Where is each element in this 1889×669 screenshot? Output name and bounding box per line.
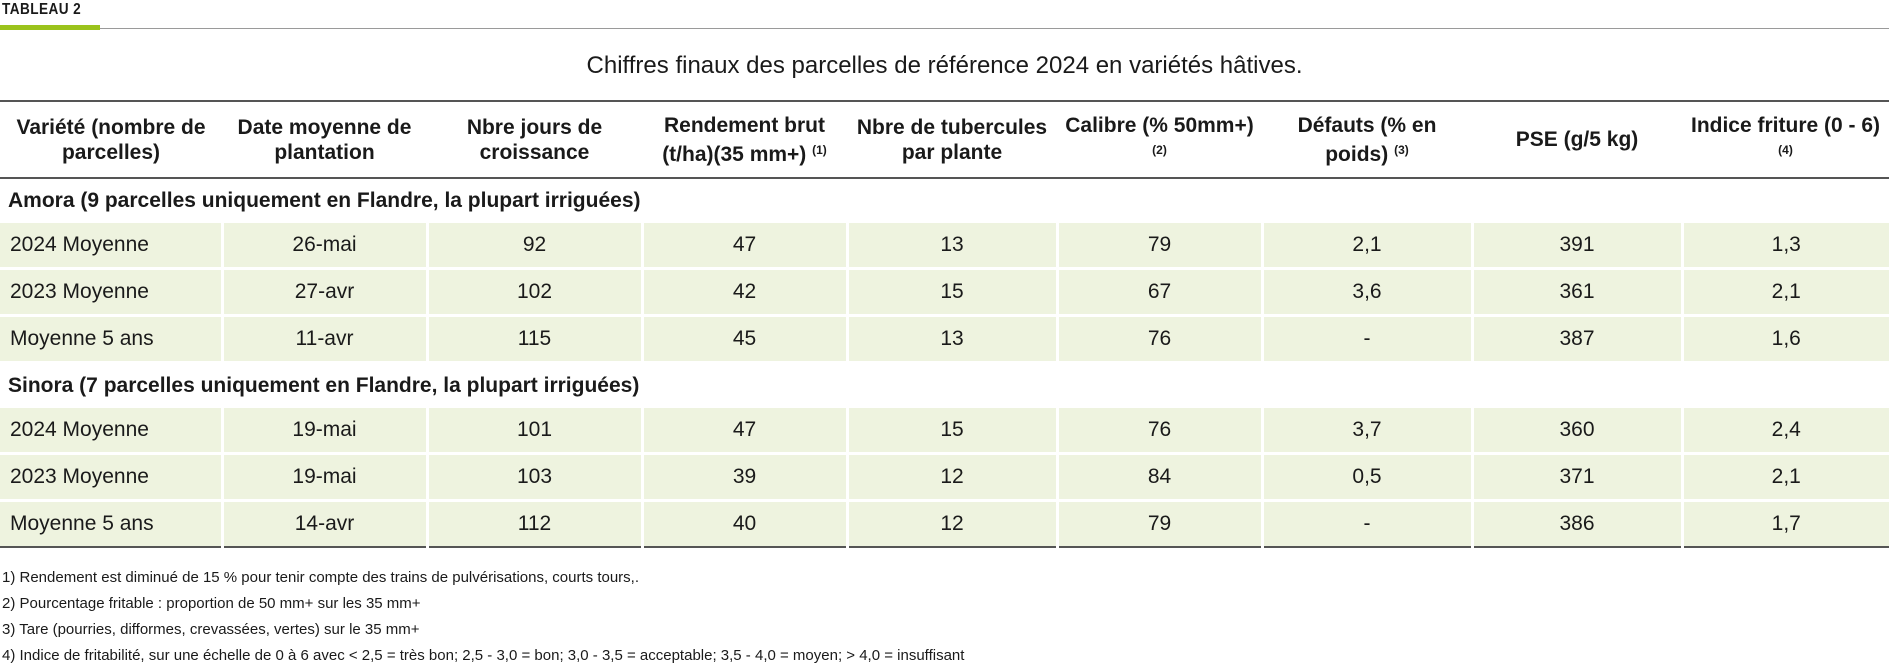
table-cell: 2,1 [1680, 268, 1889, 317]
table-cell: 102 [425, 268, 642, 317]
table-cell: 1,6 [1680, 315, 1889, 364]
table-cell: 45 [640, 315, 847, 364]
table-cell: 1,3 [1680, 223, 1889, 270]
table-cell: - [1260, 500, 1472, 548]
table-cell: 67 [1055, 268, 1262, 317]
footnote-4: 4) Indice de fritabilité, sur une échell… [2, 647, 965, 664]
table-cell: 2,1 [1260, 223, 1472, 270]
table-cell: 2024 Moyenne [0, 408, 222, 455]
footnote-2: 2) Pourcentage fritable : proportion de … [2, 595, 421, 612]
header-rule [100, 28, 1889, 29]
table-cell: 2,1 [1680, 453, 1889, 502]
table-cell: 27-avr [220, 268, 427, 317]
table-row: 2023 Moyenne 19-mai 103 39 12 84 0,5 371… [0, 453, 1889, 502]
table-row: 2024 Moyenne 19-mai 101 47 15 76 3,7 360… [0, 408, 1889, 455]
table-cell: 13 [845, 223, 1057, 270]
table-cell: 42 [640, 268, 847, 317]
table-cell: 3,7 [1260, 408, 1472, 455]
col-header-variete: Variété (nombre de parcelles) [0, 100, 222, 179]
table-cell: 103 [425, 453, 642, 502]
table-cell: 92 [425, 223, 642, 270]
table-cell: 13 [845, 315, 1057, 364]
group-row-amora: Amora (9 parcelles uniquement en Flandre… [0, 178, 1889, 223]
table-cell: Moyenne 5 ans [0, 500, 222, 548]
header-row: Variété (nombre de parcelles) Date moyen… [0, 100, 1889, 179]
table-cell: 2,4 [1680, 408, 1889, 455]
footnote-1: 1) Rendement est diminué de 15 % pour te… [2, 569, 639, 586]
footnotes: 1) Rendement est diminué de 15 % pour te… [2, 565, 964, 669]
table-cell: Moyenne 5 ans [0, 315, 222, 364]
table-cell: 371 [1470, 453, 1682, 502]
table-cell: - [1260, 315, 1472, 364]
table-cell: 12 [845, 453, 1057, 502]
table-row: 2024 Moyenne 26-mai 92 47 13 79 2,1 391 … [0, 223, 1889, 270]
table-cell: 386 [1470, 500, 1682, 548]
table-cell: 47 [640, 223, 847, 270]
col-header-friture: Indice friture (0 - 6) (4) [1682, 100, 1889, 179]
table-cell: 3,6 [1260, 268, 1472, 317]
col-header-rendement: Rendement brut (t/ha)(35 mm+) (1) [642, 100, 847, 179]
footnote-3: 3) Tare (pourries, difformes, crevassées… [2, 621, 420, 638]
group-label: Amora (9 parcelles uniquement en Flandre… [0, 178, 1889, 223]
table-title: Chiffres finaux des parcelles de référen… [586, 52, 1303, 79]
table-cell: 391 [1470, 223, 1682, 270]
tag-accent-bar [0, 25, 100, 30]
table-cell: 19-mai [220, 453, 427, 502]
table-cell: 2023 Moyenne [0, 453, 222, 502]
table-cell: 26-mai [220, 223, 427, 270]
table-cell: 39 [640, 453, 847, 502]
table-cell: 2023 Moyenne [0, 268, 222, 317]
table-row: Moyenne 5 ans 11-avr 115 45 13 76 - 387 … [0, 315, 1889, 364]
table-cell: 387 [1470, 315, 1682, 364]
table-cell: 79 [1055, 500, 1262, 548]
results-table: Variété (nombre de parcelles) Date moyen… [0, 100, 1889, 548]
table-cell: 47 [640, 408, 847, 455]
table-cell: 112 [425, 500, 642, 548]
table-cell: 84 [1055, 453, 1262, 502]
table-row: 2023 Moyenne 27-avr 102 42 15 67 3,6 361… [0, 268, 1889, 317]
table-cell: 0,5 [1260, 453, 1472, 502]
table-cell: 40 [640, 500, 847, 548]
table-cell: 2024 Moyenne [0, 223, 222, 270]
table-cell: 360 [1470, 408, 1682, 455]
table-cell: 361 [1470, 268, 1682, 317]
table-cell: 76 [1055, 315, 1262, 364]
table-cell: 14-avr [220, 500, 427, 548]
col-header-pse: PSE (g/5 kg) [1472, 100, 1682, 179]
table-cell: 76 [1055, 408, 1262, 455]
table-cell: 79 [1055, 223, 1262, 270]
table-cell: 101 [425, 408, 642, 455]
col-header-jours: Nbre jours de croissance [427, 100, 642, 179]
group-label: Sinora (7 parcelles uniquement en Flandr… [0, 362, 1889, 408]
table-cell: 12 [845, 500, 1057, 548]
table-cell: 1,7 [1680, 500, 1889, 548]
table-tag: TABLEAU 2 [2, 1, 82, 18]
table-cell: 15 [845, 408, 1057, 455]
table-row: Moyenne 5 ans 14-avr 112 40 12 79 - 386 … [0, 500, 1889, 548]
group-row-sinora: Sinora (7 parcelles uniquement en Flandr… [0, 362, 1889, 408]
col-header-defauts: Défauts (% en poids) (3) [1262, 100, 1472, 179]
table-cell: 15 [845, 268, 1057, 317]
col-header-calibre: Calibre (% 50mm+) (2) [1057, 100, 1262, 179]
col-header-date: Date moyenne de plantation [222, 100, 427, 179]
table-cell: 19-mai [220, 408, 427, 455]
table-cell: 115 [425, 315, 642, 364]
col-header-tubercules: Nbre de tubercules par plante [847, 100, 1057, 179]
table-cell: 11-avr [220, 315, 427, 364]
